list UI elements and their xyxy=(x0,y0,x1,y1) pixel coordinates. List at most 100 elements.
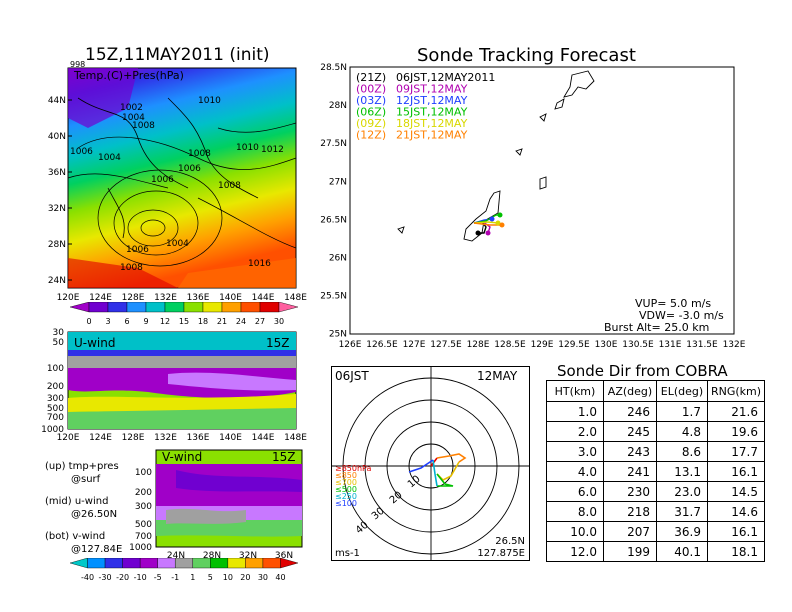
colorbar-label: 18 xyxy=(198,317,208,326)
uwind-x-axis: 120E 124E 128E 132E 136E 140E 144E 148E xyxy=(57,433,308,443)
tracking-title: Sonde Tracking Forecast xyxy=(417,45,636,66)
table-cell: 16.1 xyxy=(707,461,765,482)
isobar-label: 1004 xyxy=(98,153,121,163)
isobar-label: 1002 xyxy=(120,103,143,113)
launch-code: (03Z) xyxy=(356,94,386,107)
table-cell: 6.0 xyxy=(546,481,604,502)
uwind-title: U-wind xyxy=(74,336,115,350)
tracking-lon-label: 131.5E xyxy=(686,340,718,350)
map-tag: 998 xyxy=(70,60,85,69)
table-row: 3.0 243 8.6 17.7 xyxy=(546,441,765,462)
colorbar-swatch xyxy=(69,558,88,569)
uwind-y-label: 1000 xyxy=(41,425,64,435)
map-lat-axis: 44N 40N 36N 32N 28N 24N xyxy=(48,96,72,286)
colorbar-label: 9 xyxy=(143,317,148,326)
lon-tick-label: 120E xyxy=(57,293,80,303)
lon-tick-label: 128E xyxy=(122,293,145,303)
colorbar-label: 15 xyxy=(179,317,189,326)
table-row: 12.0 199 40.1 18.1 xyxy=(546,541,765,562)
table-row: 2.0 245 4.8 19.6 xyxy=(546,421,765,442)
table-cell: 18.1 xyxy=(707,541,765,562)
tracking-lon-label: 127E xyxy=(403,340,426,350)
legend-note: (bot) v-wind @127.84E xyxy=(45,531,123,555)
table-cell: 31.7 xyxy=(656,501,708,522)
colorbar-label: 12 xyxy=(160,317,170,326)
uwind-y-label: 700 xyxy=(47,413,64,423)
tracking-lon-label: 127.5E xyxy=(430,340,462,350)
tracking-lon-label: 129.5E xyxy=(558,340,590,350)
colorbar-swatch xyxy=(145,302,166,313)
launch-time: 15JST,12MAY xyxy=(396,106,468,119)
isobar-label: 1006 xyxy=(178,164,201,174)
lat-tick-label: 28N xyxy=(48,240,66,250)
colorbar-swatch xyxy=(104,558,123,569)
isobar-label: 1008 xyxy=(218,181,241,191)
col-el: EL(deg) xyxy=(656,380,708,402)
svg-text:Burst Alt= 25.0 km: Burst Alt= 25.0 km xyxy=(604,321,709,334)
lat-tick-label: 32N xyxy=(48,204,66,214)
sonde-params: VUP= 5.0 m/s VDW= -3.0 m/s Burst Alt= 25… xyxy=(604,297,724,334)
colorbar-label: 27 xyxy=(255,317,265,326)
table-cell: 4.8 xyxy=(656,421,708,442)
hodo-date: 12MAY xyxy=(477,369,518,383)
col-ht: HT(km) xyxy=(546,380,604,402)
uwind-y-label: 100 xyxy=(47,364,64,374)
lat-tick-label: 40N xyxy=(48,132,66,142)
table-cell: 13.1 xyxy=(656,461,708,482)
colorbar-swatch xyxy=(278,302,299,313)
colorbar-swatch xyxy=(107,302,128,313)
launch-time: 21JST,12MAY xyxy=(396,129,468,142)
colorbar-label: 40 xyxy=(275,573,285,582)
uwind-x-label: 144E xyxy=(252,433,275,443)
tracking-lon-label: 130.5E xyxy=(622,340,654,350)
table-cell: 243 xyxy=(603,441,657,462)
colorbar-swatch xyxy=(192,558,211,569)
uwind-x-label: 124E xyxy=(89,433,112,443)
table-cell: 12.0 xyxy=(546,541,604,562)
colorbar-swatch xyxy=(221,302,242,313)
launch-code: (09Z) xyxy=(356,117,386,130)
table-row: 6.0 230 23.0 14.5 xyxy=(546,481,765,502)
uwind-y-label: 500 xyxy=(47,404,64,414)
colorbar-label: -20 xyxy=(116,573,129,582)
wind-colorbar: -40 -30 -20 -10 -5 -1 1 5 10 20 30 40 xyxy=(69,558,299,582)
colorbar-swatch xyxy=(202,302,223,313)
table-cell: 19.6 xyxy=(707,421,765,442)
isobar-label: 1004 xyxy=(122,113,145,123)
launch-time: 12JST,12MAY xyxy=(396,94,468,107)
colorbar-label: 20 xyxy=(240,573,250,582)
sonde-dir-table: HT(km) AZ(deg) EL(deg) RNG(km) 1.0 246 1.7… xyxy=(546,380,765,562)
colorbar-swatch xyxy=(164,302,185,313)
table-cell: 245 xyxy=(603,421,657,442)
colorbar-swatch xyxy=(69,302,90,313)
map-label: Temp.(C)+Pres(hPa) xyxy=(73,69,184,82)
temp-colorbar: 0 3 6 9 12 15 18 21 24 27 30 xyxy=(69,302,299,326)
tracking-lon-label: 128E xyxy=(467,340,490,350)
tracking-lat-label: 25N xyxy=(329,330,347,340)
lon-tick-label: 144E xyxy=(252,293,275,303)
table-cell: 218 xyxy=(603,501,657,522)
uwind-x-label: 132E xyxy=(154,433,177,443)
colorbar-swatch xyxy=(245,558,264,569)
uwind-x-label: 128E xyxy=(122,433,145,443)
launch-code: (06Z) xyxy=(356,106,386,119)
table-cell: 8.6 xyxy=(656,441,708,462)
tracking-lon-label: 130E xyxy=(595,340,618,350)
colorbar-label: 24 xyxy=(236,317,246,326)
colorbar-label: 30 xyxy=(274,317,284,326)
table-row: 1.0 246 1.7 21.6 xyxy=(546,401,765,422)
uwind-y-label: 300 xyxy=(47,394,64,404)
tracking-lat-axis: 28.5N 28N 27.5N 27N 26.5N 26N 25.5N 25N xyxy=(320,63,347,340)
colorbar-swatch xyxy=(240,302,261,313)
vwind-x-label: 36N xyxy=(275,551,293,561)
table-cell: 1.7 xyxy=(656,401,708,422)
tracking-lat-label: 28.5N xyxy=(320,63,347,73)
launch-time: 06JST,12MAY2011 xyxy=(396,71,495,84)
lon-tick-label: 148E xyxy=(284,293,307,303)
hodo-level-label: ≤500 xyxy=(335,485,357,494)
table-cell: 23.0 xyxy=(656,481,708,502)
colorbar-swatch xyxy=(88,302,109,313)
hodo-lon: 127.875E xyxy=(477,548,525,559)
